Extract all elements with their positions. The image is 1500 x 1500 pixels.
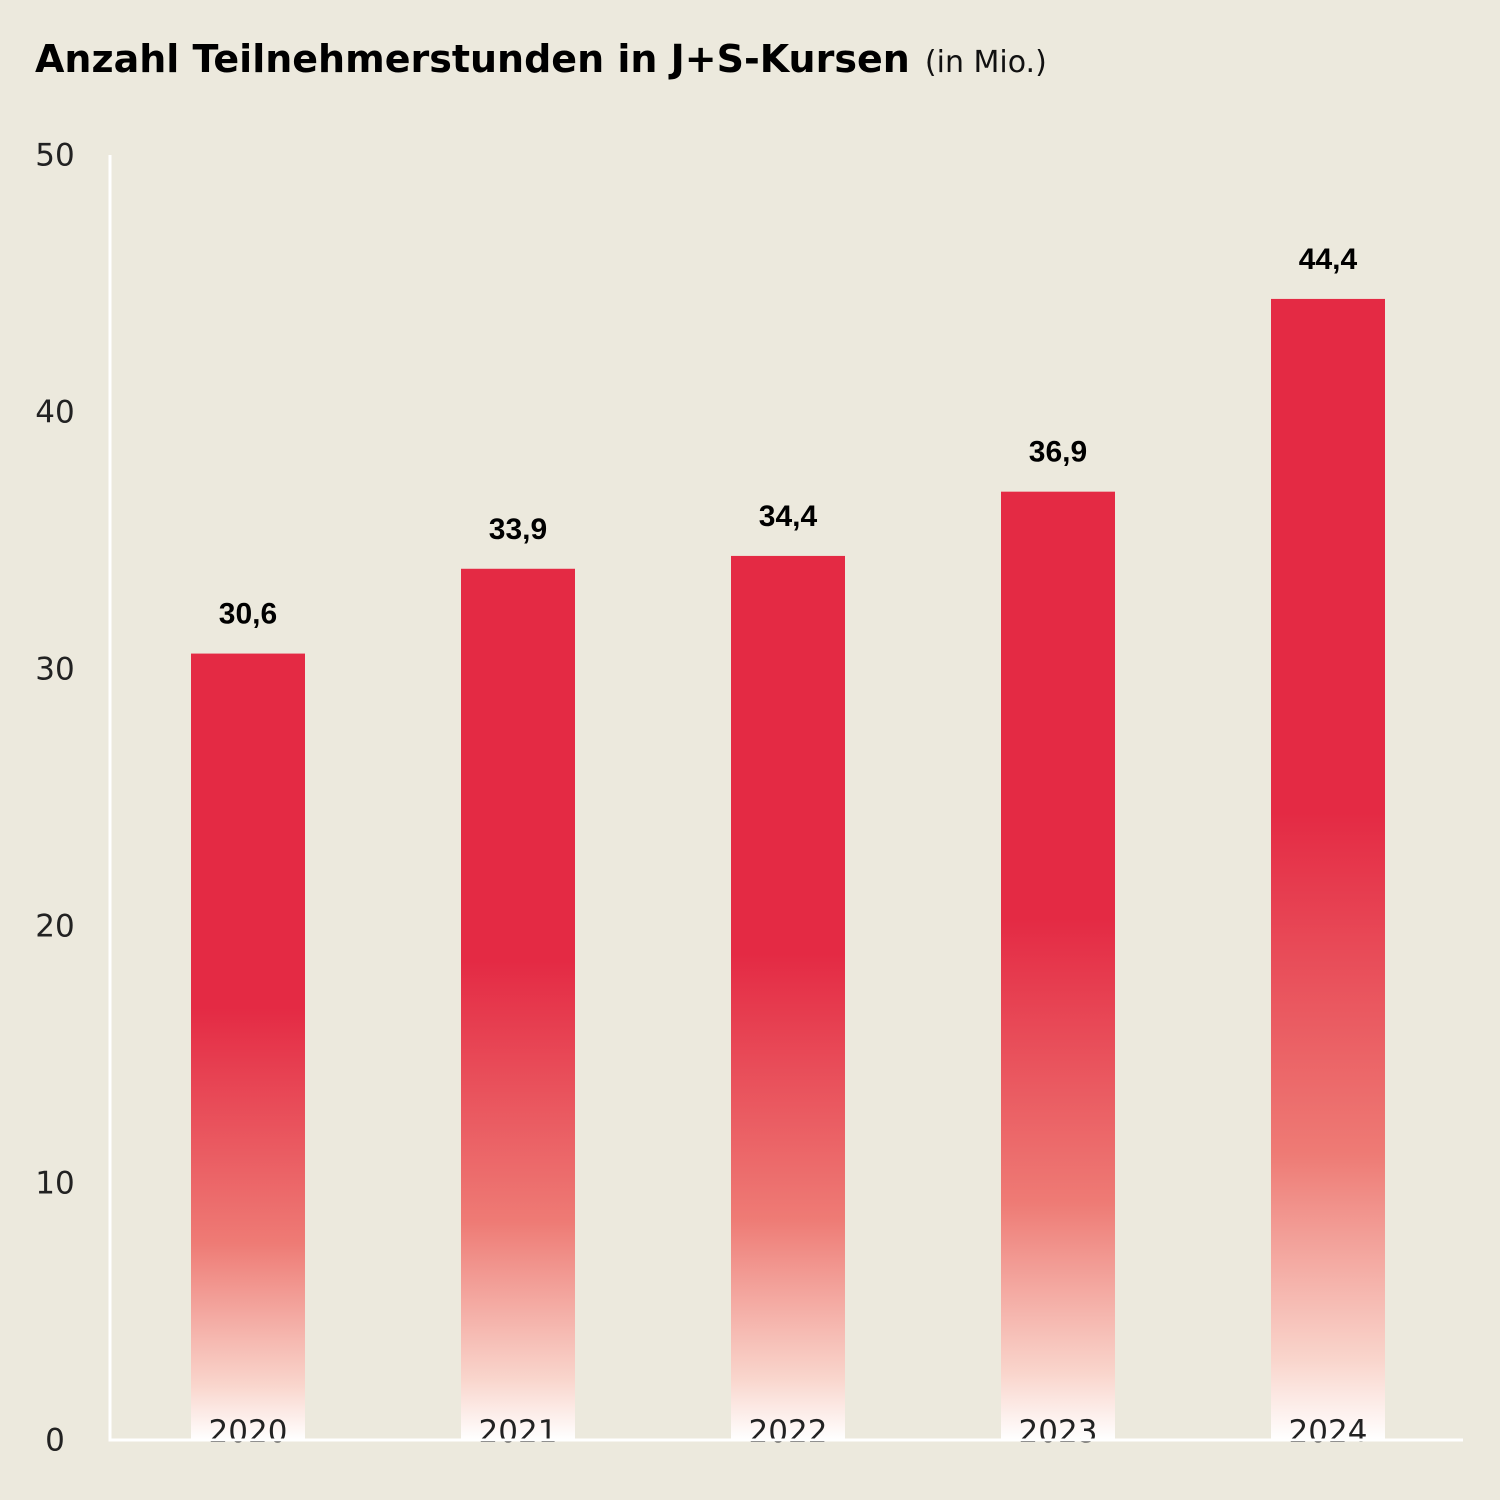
value-label: 44,4 bbox=[1299, 243, 1358, 276]
chart-title: Anzahl Teilnehmerstunden in J+S-Kursen bbox=[35, 37, 910, 81]
x-tick-label: 2022 bbox=[749, 1414, 828, 1450]
y-tick-label: 40 bbox=[35, 395, 74, 431]
value-label: 34,4 bbox=[759, 500, 818, 533]
y-tick-label: 30 bbox=[35, 652, 74, 688]
bar bbox=[1001, 491, 1115, 1440]
bar bbox=[461, 568, 575, 1440]
x-tick-label: 2020 bbox=[209, 1414, 288, 1450]
y-tick-label: 0 bbox=[45, 1423, 65, 1459]
y-tick-label: 20 bbox=[35, 909, 74, 945]
x-tick-label: 2023 bbox=[1019, 1414, 1098, 1450]
y-tick-label: 50 bbox=[35, 138, 74, 174]
y-tick-label: 10 bbox=[35, 1166, 74, 1202]
x-tick-label: 2024 bbox=[1289, 1414, 1368, 1450]
value-label: 33,9 bbox=[489, 513, 547, 546]
chart-subtitle: (in Mio.) bbox=[925, 45, 1047, 80]
bar bbox=[731, 555, 845, 1440]
x-tick-label: 2021 bbox=[479, 1414, 558, 1450]
value-label: 30,6 bbox=[219, 598, 277, 631]
bar bbox=[1271, 298, 1385, 1440]
value-label: 36,9 bbox=[1029, 436, 1087, 469]
bar bbox=[191, 653, 305, 1440]
title-line: Anzahl Teilnehmerstunden in J+S-Kursen (… bbox=[35, 37, 1047, 81]
